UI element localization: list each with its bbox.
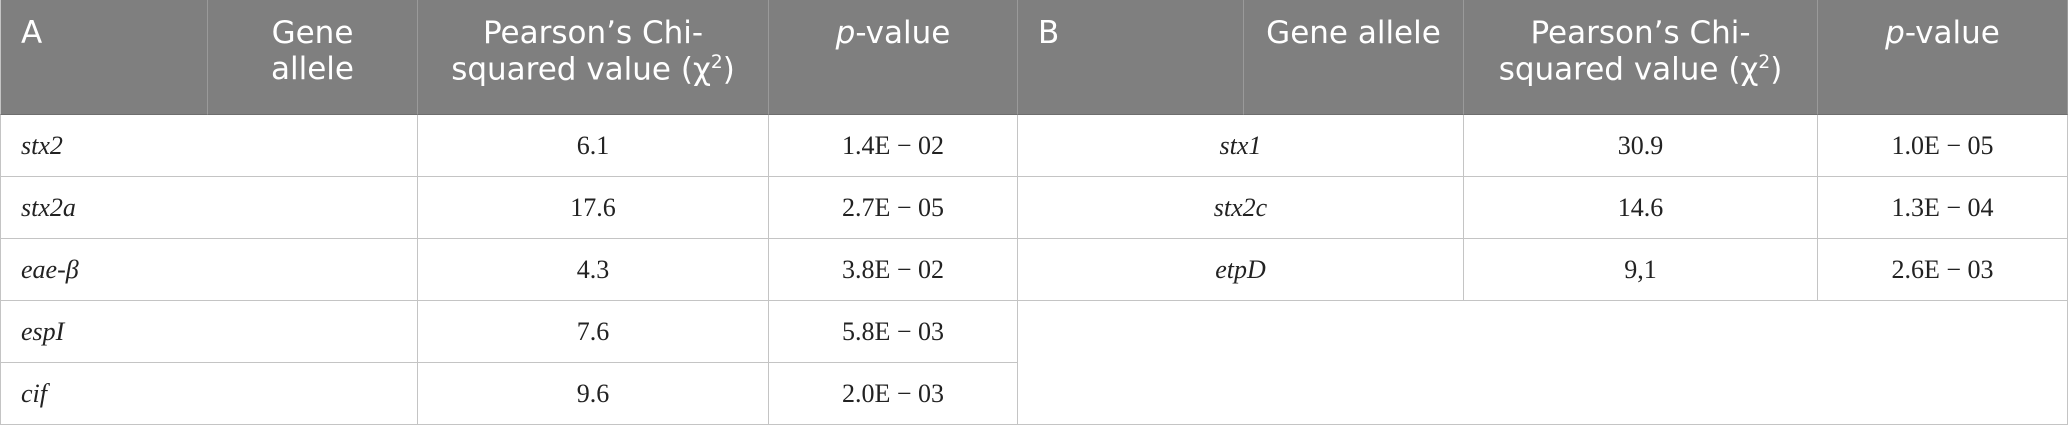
table-label: A [21, 15, 43, 51]
header-italic: p [1885, 15, 1905, 51]
header-gene: Gene allele [1244, 0, 1464, 115]
p-value: 1.4E − 02 [841, 130, 945, 160]
p-value: 3.8E − 02 [841, 254, 945, 284]
gene-name: cif [21, 378, 47, 408]
header-label: B [1018, 0, 1244, 115]
header-text: ) [722, 50, 735, 87]
p-value: 1.0E − 05 [1891, 130, 1994, 160]
column-header: Pearson’s Chi-squared value (χ2) [438, 15, 748, 88]
gene-name: stx2c [1213, 192, 1268, 222]
p-value: 2.6E − 03 [1891, 254, 1994, 284]
p-cell: 1.4E − 02 [769, 115, 1018, 177]
header-chi: Pearson’s Chi-squared value (χ2) [1464, 0, 1818, 115]
chi-cell: 14.6 [1464, 177, 1818, 239]
gene-name: stx2a [21, 192, 76, 222]
chi-cell: 7.6 [418, 301, 769, 363]
gene-cell: espI [0, 301, 418, 363]
column-header: Gene allele [271, 15, 354, 87]
header-text: -value [1904, 15, 2000, 51]
header-text: Pearson’s Chi-squared value (χ [451, 15, 711, 87]
p-value: 2.0E − 03 [841, 378, 945, 408]
header-p: p-value [769, 0, 1018, 115]
p-value: 5.8E − 03 [841, 316, 945, 346]
header-text: ) [1770, 50, 1783, 87]
gene-cell: stx2 [0, 115, 418, 177]
chi-cell: 17.6 [418, 177, 769, 239]
gene-cell: etpD [1018, 239, 1464, 301]
gene-name: eae-β [21, 254, 79, 284]
header-gene: Gene allele [208, 0, 418, 115]
gene-name: etpD [1215, 254, 1266, 284]
chi-cell: 9,1 [1464, 239, 1818, 301]
header-text: -value [855, 15, 951, 51]
p-cell: 1.3E − 04 [1818, 177, 2068, 239]
p-value: 2.7E − 05 [841, 192, 945, 222]
chi-cell: 4.3 [418, 239, 769, 301]
column-header: p-value [835, 15, 951, 52]
chi-value: 6.1 [576, 130, 610, 160]
column-header: Gene allele [1266, 15, 1441, 51]
superscript: 2 [710, 51, 723, 73]
chi-value: 14.6 [1617, 192, 1664, 222]
chi-cell: 6.1 [418, 115, 769, 177]
gene-cell: stx1 [1018, 115, 1464, 177]
chi-value: 7.6 [576, 316, 610, 346]
p-cell: 1.0E − 05 [1818, 115, 2068, 177]
gene-cell: stx2a [0, 177, 418, 239]
p-cell: 3.8E − 02 [769, 239, 1018, 301]
column-header: Pearson’s Chi-squared value (χ2) [1484, 15, 1797, 88]
header-chi: Pearson’s Chi-squared value (χ2) [418, 0, 769, 115]
p-value: 1.3E − 04 [1891, 192, 1994, 222]
p-cell: 5.8E − 03 [769, 301, 1018, 363]
chi-value: 9,1 [1624, 254, 1657, 284]
chi-cell: 9.6 [418, 363, 769, 425]
p-cell: 2.7E − 05 [769, 177, 1018, 239]
superscript: 2 [1758, 51, 1771, 73]
column-header: p-value [1885, 15, 2000, 52]
header-label: A [0, 0, 208, 115]
header-p: p-value [1818, 0, 2068, 115]
header-italic: p [835, 15, 856, 51]
gene-cell: cif [0, 363, 418, 425]
empty-cell [1018, 301, 2068, 425]
chi-cell: 30.9 [1464, 115, 1818, 177]
header-text: Pearson’s Chi-squared value (χ [1498, 15, 1759, 87]
chi-value: 9.6 [576, 378, 610, 408]
gene-name: espI [21, 316, 65, 346]
p-cell: 2.6E − 03 [1818, 239, 2068, 301]
p-cell: 2.0E − 03 [769, 363, 1018, 425]
table-label: B [1038, 15, 1060, 51]
gene-cell: eae-β [0, 239, 418, 301]
chi-value: 30.9 [1617, 130, 1664, 160]
chi-value: 17.6 [570, 192, 616, 222]
gene-name: stx2 [21, 130, 63, 160]
chi-value: 4.3 [576, 254, 610, 284]
gene-name: stx1 [1219, 130, 1262, 160]
gene-cell: stx2c [1018, 177, 1464, 239]
